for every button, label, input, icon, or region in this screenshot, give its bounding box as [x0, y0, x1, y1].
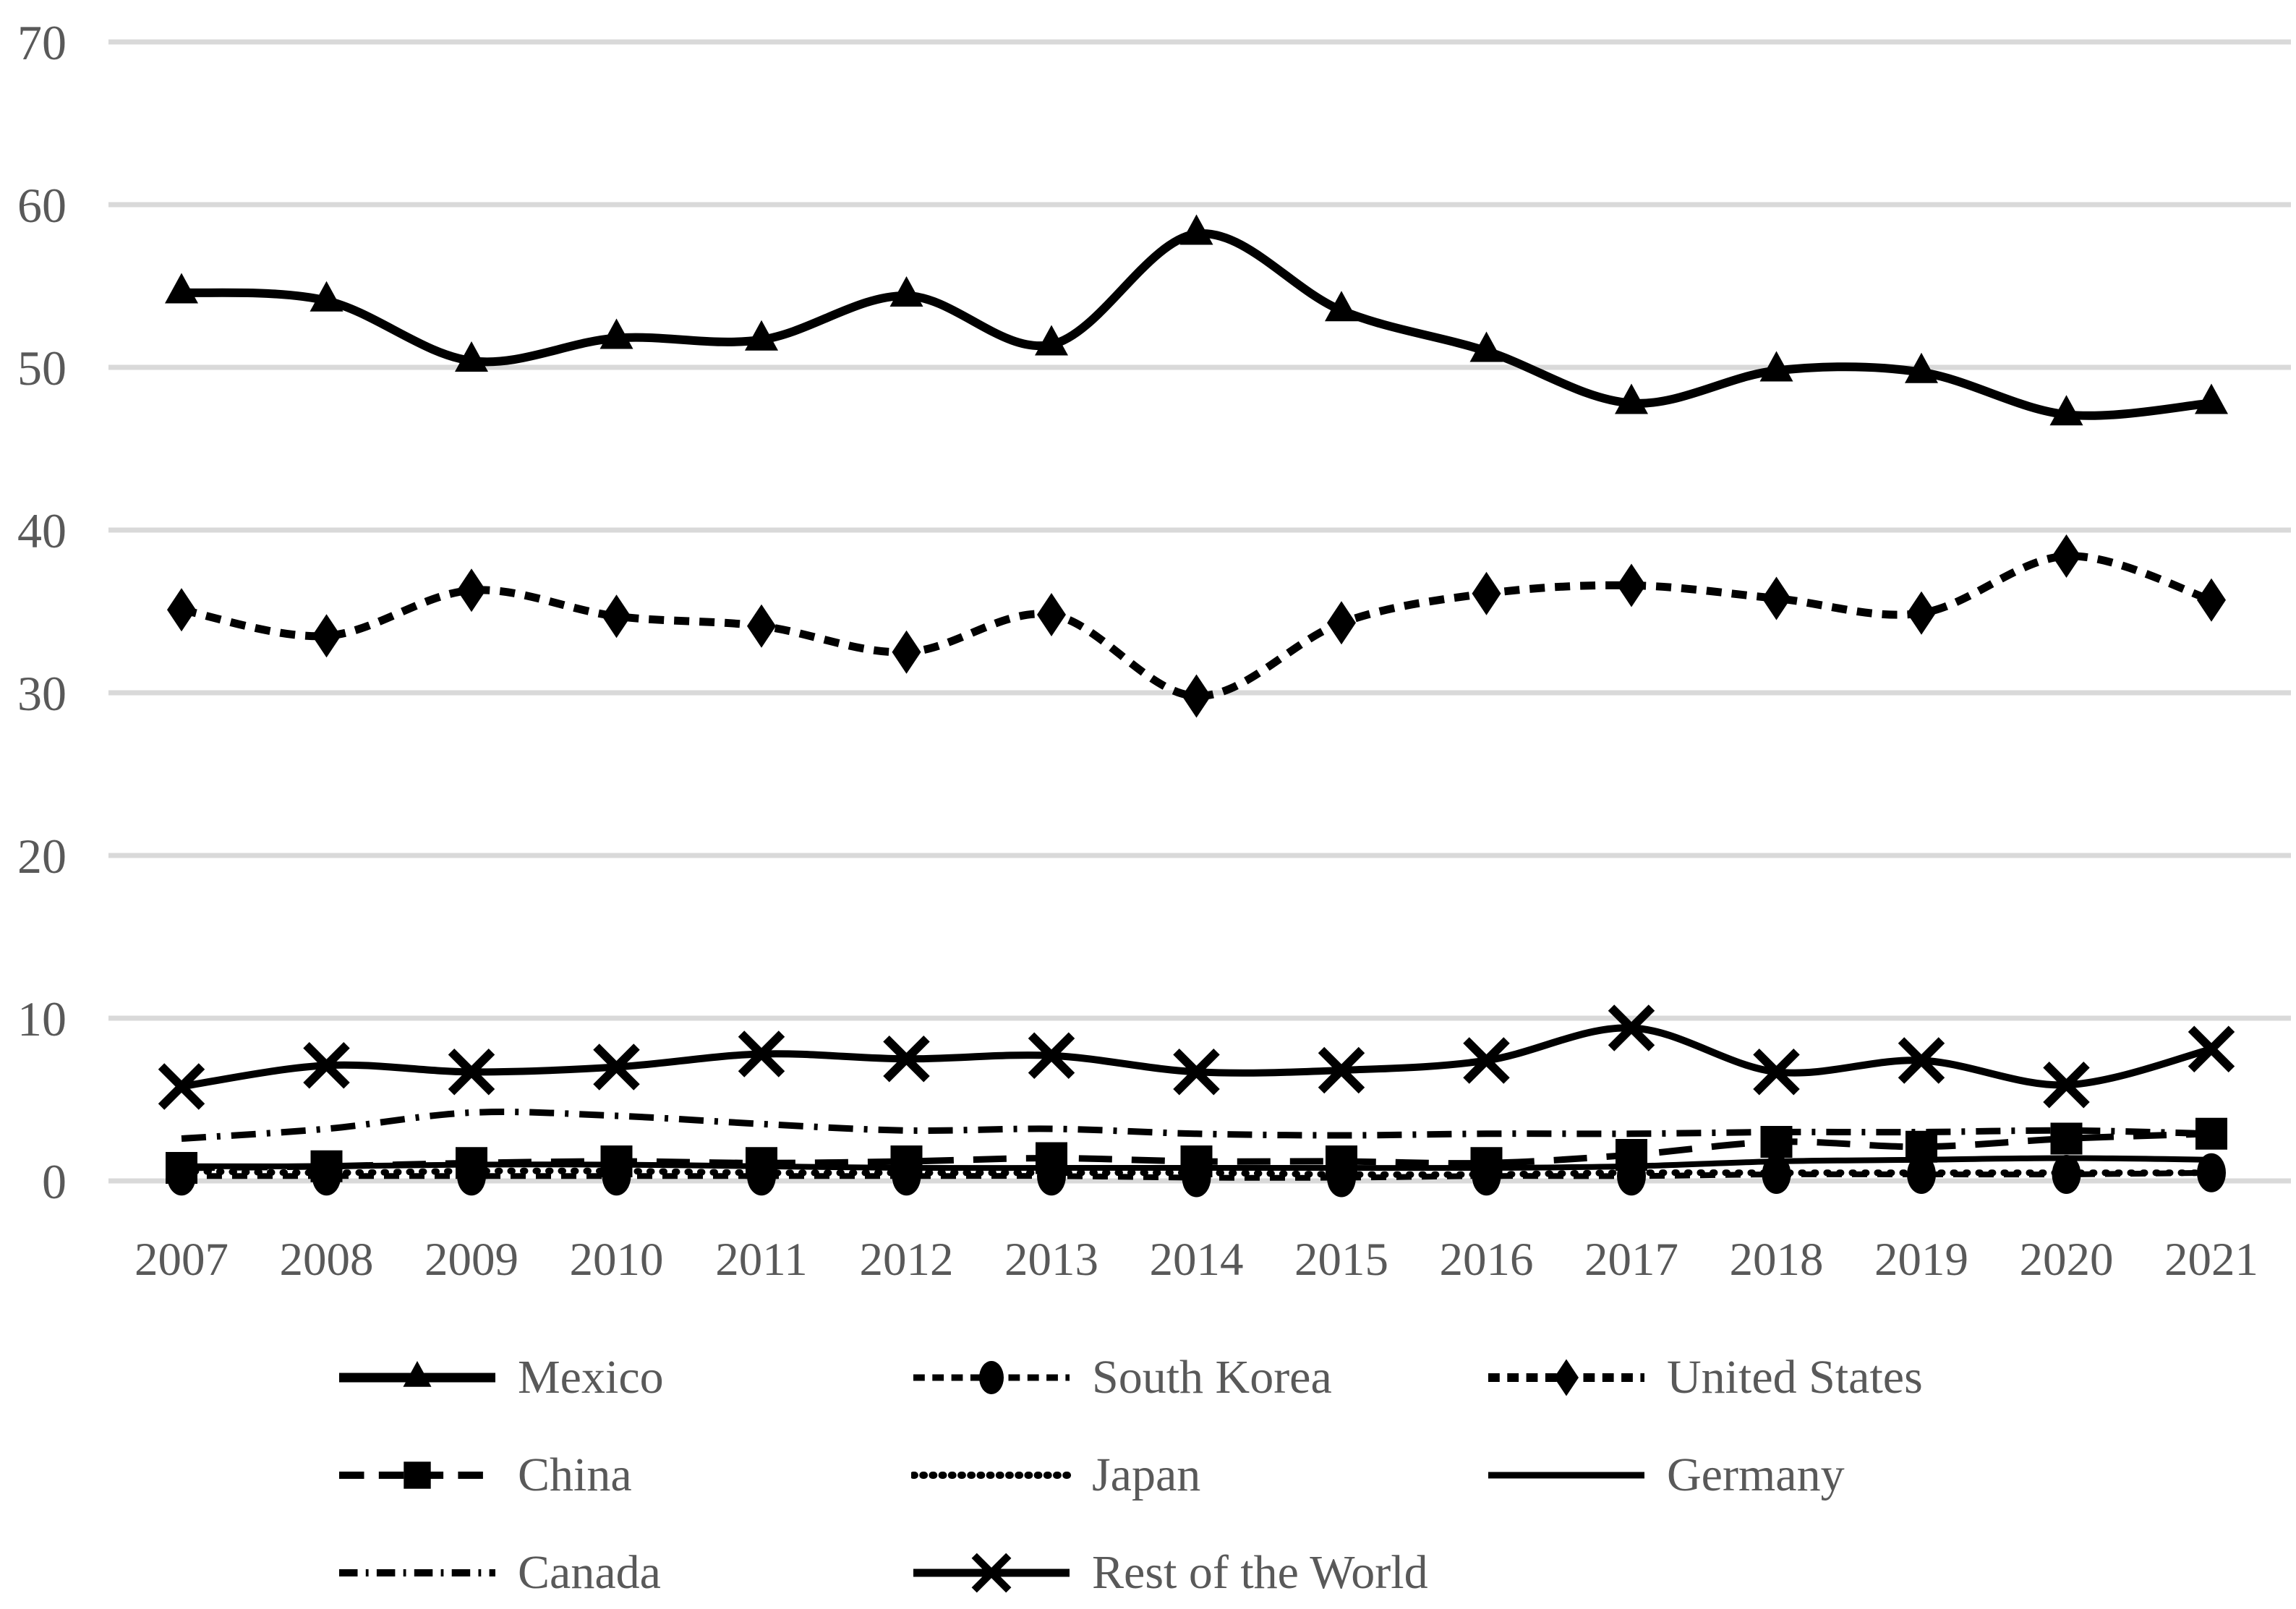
united-states-marker: [1037, 593, 1066, 636]
united-states-marker: [1327, 601, 1356, 645]
x-axis-tick-label: 2013: [1004, 1234, 1098, 1286]
china-marker: [1326, 1145, 1357, 1177]
series-line-germany: [181, 1155, 2212, 1171]
rest-of-the-world-marker: [1608, 1004, 1655, 1051]
mexico-marker: [745, 320, 778, 351]
mexico-marker: [2195, 383, 2228, 414]
mexico-marker: [165, 273, 198, 304]
y-axis-tick-label: 60: [17, 178, 67, 233]
mexico-marker: [1035, 325, 1068, 356]
mexico-marker: [599, 318, 633, 349]
rest-of-the-world-marker: [1463, 1037, 1510, 1084]
x-axis-tick-label: 2021: [2164, 1234, 2258, 1286]
rest-of-the-world-marker: [303, 1042, 350, 1089]
x-axis-tick-label: 2012: [860, 1234, 954, 1286]
united-states-marker: [457, 568, 486, 613]
united-states-marker: [2197, 578, 2226, 622]
x-axis-tick-label: 2010: [570, 1234, 664, 1286]
united-states-marker: [602, 594, 631, 639]
united-states-marker: [747, 604, 776, 648]
series-line-japan: [178, 1167, 2215, 1178]
rest-of-the-world-marker: [1318, 1046, 1365, 1094]
x-axis-tick-label: 2014: [1150, 1234, 1244, 1286]
x-axis-tick-label: 2007: [135, 1234, 229, 1286]
rest-of-the-world-marker: [593, 1043, 640, 1091]
y-axis-tick-label: 40: [17, 503, 67, 558]
rest-of-the-world-marker: [1028, 1032, 1075, 1079]
x-axis-tick-label: 2008: [280, 1234, 374, 1286]
mexico-marker: [1905, 352, 1938, 383]
mexico-marker: [1179, 214, 1213, 245]
rest-of-the-world-marker: [2043, 1062, 2090, 1109]
y-axis-tick-label: 70: [17, 15, 67, 70]
mexico-marker: [310, 281, 343, 312]
x-axis-tick-label: 2015: [1294, 1234, 1388, 1286]
mexico-marker: [1615, 383, 1648, 414]
united-states-marker: [1182, 674, 1211, 718]
rest-of-the-world-marker: [1898, 1037, 1945, 1084]
series-line-canada: [181, 1109, 2212, 1142]
united-states-marker: [1472, 571, 1501, 615]
united-states-marker: [1907, 591, 1936, 635]
mexico-marker: [1759, 351, 1793, 382]
united-states-marker: [2052, 534, 2081, 578]
y-axis-tick-label: 0: [42, 1154, 67, 1209]
x-axis-tick-label: 2020: [2020, 1234, 2114, 1286]
y-axis-tick-label: 20: [17, 829, 67, 884]
united-states-marker: [167, 588, 196, 632]
south-korea-marker: [1907, 1155, 1936, 1194]
y-axis-tick-label: 50: [17, 341, 67, 396]
rest-of-the-world-marker: [158, 1063, 205, 1110]
x-axis-tick-label: 2016: [1440, 1234, 1534, 1286]
rest-of-the-world-marker: [738, 1030, 785, 1077]
united-states-marker: [892, 630, 921, 674]
united-states-marker: [312, 614, 341, 658]
rest-of-the-world-marker: [883, 1036, 930, 1083]
y-axis-tick-label: 10: [17, 991, 67, 1046]
mexico-marker: [1325, 291, 1358, 322]
rest-of-the-world-marker: [1173, 1049, 1220, 1096]
mexico-marker: [2049, 395, 2083, 426]
mexico-marker: [1469, 331, 1503, 362]
y-axis-tick-label: 30: [17, 666, 67, 721]
x-axis-tick-label: 2018: [1730, 1234, 1824, 1286]
x-axis-tick-label: 2009: [424, 1234, 518, 1286]
x-axis-tick-label: 2011: [715, 1234, 808, 1286]
x-axis-tick-label: 2017: [1584, 1234, 1678, 1286]
united-states-marker: [1617, 563, 1646, 607]
rest-of-the-world-marker: [448, 1049, 495, 1096]
series-line-mexico: [181, 229, 2212, 420]
mexico-marker: [889, 276, 923, 307]
rest-of-the-world-marker: [2188, 1025, 2235, 1072]
united-states-marker: [1762, 576, 1791, 620]
mexico-marker: [455, 341, 488, 372]
x-axis-tick-label: 2019: [1874, 1234, 1968, 1286]
rest-of-the-world-marker: [1753, 1049, 1800, 1096]
